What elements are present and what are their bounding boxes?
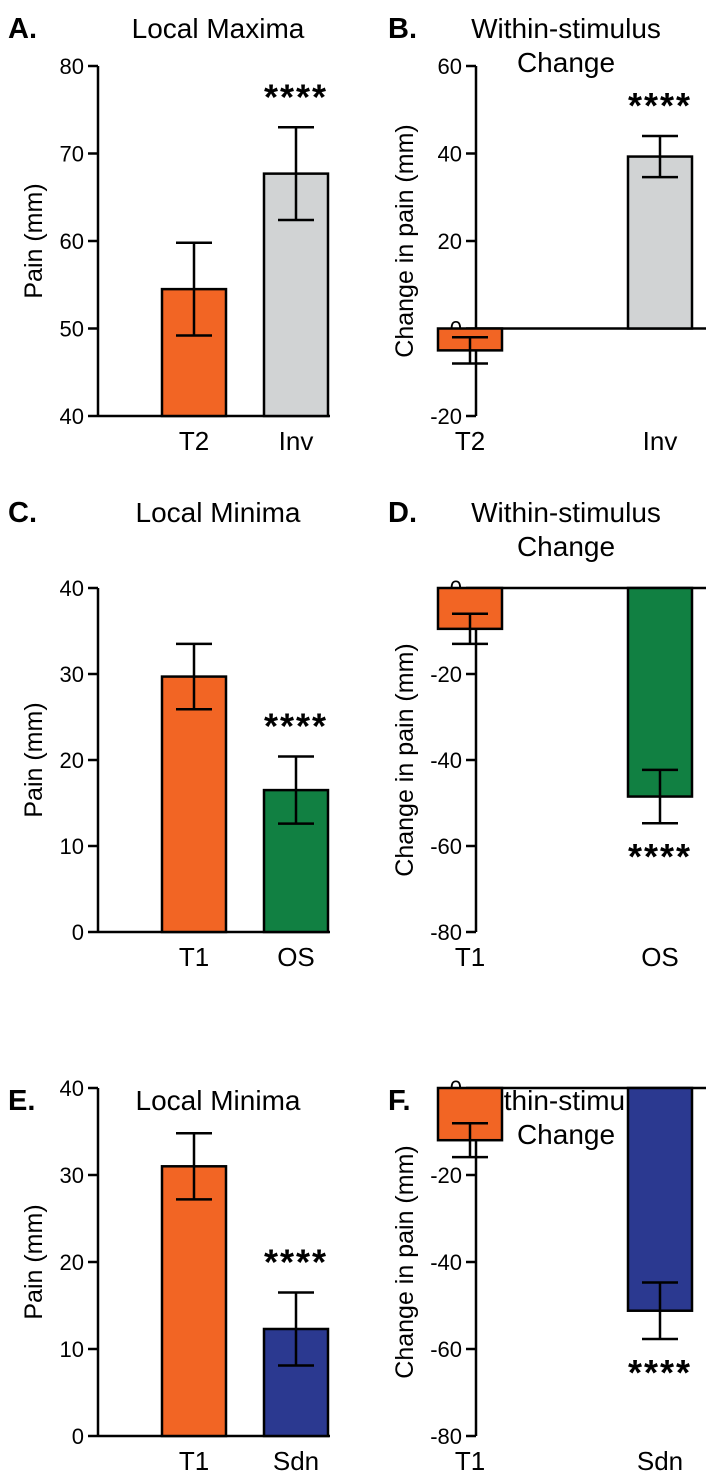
panel-a: A. Local Maxima 40 50 60 70 80 Pain (mm) T2 Inv **… xyxy=(8,13,330,456)
panel-f: F.Within-stimulusChange-80-60-40-200Chan… xyxy=(388,1076,706,1471)
y-tick-label: 20 xyxy=(60,1250,84,1275)
bar-os xyxy=(626,586,694,798)
panel-letter: A. xyxy=(8,13,37,45)
category-label: Inv xyxy=(643,426,678,456)
y-axis-label: Change in pain (mm) xyxy=(391,1145,419,1378)
y-tick-label: -20 xyxy=(430,1163,462,1188)
panel-letter: E. xyxy=(8,1085,35,1117)
y-tick-label: 10 xyxy=(60,1337,84,1362)
y-tick-label: -80 xyxy=(430,1424,462,1449)
bar-sdn xyxy=(626,1086,694,1312)
category-label: OS xyxy=(641,942,679,972)
y-tick-label: 60 xyxy=(438,54,462,79)
bar-inv xyxy=(626,155,694,330)
category-label: T2 xyxy=(179,426,209,456)
y-axis-label: Pain (mm) xyxy=(20,702,48,817)
chart-title: Within-stimulus Change xyxy=(471,497,661,562)
y-tick-label: 40 xyxy=(438,142,462,167)
y-tick-label: 20 xyxy=(60,748,84,773)
y-axis-label: Pain (mm) xyxy=(20,1204,48,1319)
y-tick-label: -20 xyxy=(430,404,462,429)
y-tick-label: 30 xyxy=(60,662,84,687)
y-tick-label: 20 xyxy=(438,229,462,254)
category-label: T1 xyxy=(455,1446,485,1471)
y-tick-label: 0 xyxy=(72,920,84,945)
significance-label: **** xyxy=(264,706,328,747)
bar-t1 xyxy=(160,1165,228,1438)
y-tick-label: 30 xyxy=(60,1163,84,1188)
category-label: Sdn xyxy=(637,1446,683,1471)
category-label: T1 xyxy=(179,942,209,972)
chart-title: Local Minima xyxy=(136,497,301,528)
chart-title: Within-stimulus Change xyxy=(471,13,661,78)
y-tick-label: -60 xyxy=(430,834,462,859)
significance-label: **** xyxy=(628,85,692,126)
panel-letter: D. xyxy=(388,497,417,529)
y-tick-label: 50 xyxy=(60,317,84,342)
y-axis-label: Pain (mm) xyxy=(20,183,48,298)
significance-label: **** xyxy=(264,1241,328,1282)
bar-t1 xyxy=(160,675,228,934)
y-tick-label: -20 xyxy=(430,662,462,687)
category-label: OS xyxy=(277,942,315,972)
y-tick-label: 70 xyxy=(60,142,84,167)
panel-letter: F. xyxy=(388,1085,411,1117)
category-label: Sdn xyxy=(273,1446,319,1471)
y-tick-label: 40 xyxy=(60,1076,84,1101)
category-label: Inv xyxy=(279,426,314,456)
significance-label: **** xyxy=(628,836,692,877)
y-tick-label: 80 xyxy=(60,54,84,79)
y-tick-label: 10 xyxy=(60,834,84,859)
panel-letter: C. xyxy=(8,497,37,529)
y-tick-label: -40 xyxy=(430,1250,462,1275)
y-axis-label: Change in pain (mm) xyxy=(391,643,419,876)
y-tick-label: -60 xyxy=(430,1337,462,1362)
panel-letter: B. xyxy=(388,13,417,45)
panel-b: B.Within-stimulusChange-200204060Change … xyxy=(388,13,706,456)
y-tick-label: -80 xyxy=(430,920,462,945)
category-label: T2 xyxy=(455,426,485,456)
panel-e: E. Local Minima 0 10 20 30 40 Pain (mm) T1 Sdn ***… xyxy=(8,1076,330,1471)
category-label: T1 xyxy=(179,1446,209,1471)
chart-title: Local Minima xyxy=(136,1085,301,1116)
significance-label: **** xyxy=(628,1352,692,1393)
y-tick-label: 40 xyxy=(60,576,84,601)
category-label: T1 xyxy=(455,942,485,972)
panel-d: D.Within-stimulusChange-80-60-40-200Chan… xyxy=(388,497,706,972)
y-tick-label: 60 xyxy=(60,229,84,254)
y-tick-label: 40 xyxy=(60,404,84,429)
y-tick-label: -40 xyxy=(430,748,462,773)
significance-label: **** xyxy=(264,76,328,117)
panel-c: C. Local Minima 0 10 20 30 40 Pain (mm) T1 OS **** xyxy=(8,497,330,972)
y-tick-label: 0 xyxy=(72,1424,84,1449)
chart-title: Local Maxima xyxy=(132,13,305,44)
y-axis-label: Change in pain (mm) xyxy=(391,124,419,357)
